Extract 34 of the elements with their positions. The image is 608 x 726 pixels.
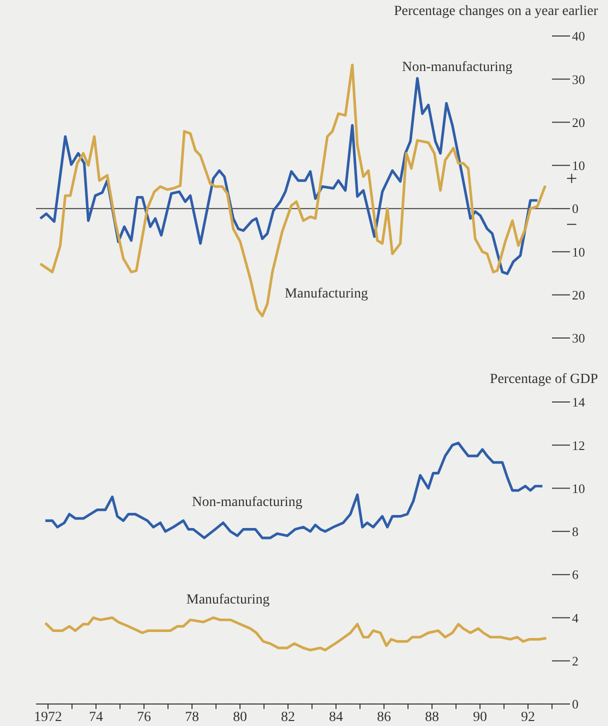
x-tick-label: 90 — [473, 710, 487, 725]
series-label: Manufacturing — [186, 592, 270, 608]
x-tick-label: 86 — [377, 710, 391, 725]
y-tick-label: 40 — [572, 28, 585, 44]
x-tick-label: 80 — [233, 710, 247, 725]
y-tick-label: 4 — [572, 610, 579, 626]
y-tick-label: 14 — [572, 394, 586, 410]
x-tick-label: 74 — [89, 710, 103, 725]
text: − — [566, 214, 578, 237]
y-tick-label: 10 — [572, 158, 585, 174]
y-tick-label: 20 — [572, 114, 585, 130]
y-tick-label: 8 — [572, 524, 578, 540]
y-tick-label: 2 — [572, 653, 578, 668]
y-tick-label: 10 — [572, 480, 585, 496]
x-tick-label: 1972 — [34, 710, 62, 725]
y-axis-title: Percentage changes on a year earlier — [394, 4, 598, 20]
series-label: Manufacturing — [284, 286, 368, 302]
y-tick-label: 0 — [572, 696, 578, 712]
y-axis-title: Percentage of GDP — [490, 372, 598, 388]
x-tick-label: 82 — [281, 710, 295, 725]
x-tick-label: 92 — [521, 710, 535, 725]
y-tick-label: 6 — [572, 567, 579, 582]
x-tick-label: 78 — [185, 710, 199, 725]
x-tick-label: 88 — [425, 710, 439, 725]
series-label: Non-manufacturing — [402, 60, 512, 76]
y-tick-label: 12 — [572, 438, 585, 453]
y-tick-label: 20 — [572, 287, 585, 302]
y-tick-label: 30 — [572, 72, 585, 87]
x-tick-label: 76 — [137, 710, 151, 725]
y-tick-label: 30 — [572, 330, 585, 346]
y-tick-label: 0 — [572, 201, 578, 216]
y-tick-label: 10 — [572, 244, 585, 260]
series-label: Non-manufacturing — [192, 495, 302, 510]
x-tick-label: 84 — [329, 710, 343, 725]
